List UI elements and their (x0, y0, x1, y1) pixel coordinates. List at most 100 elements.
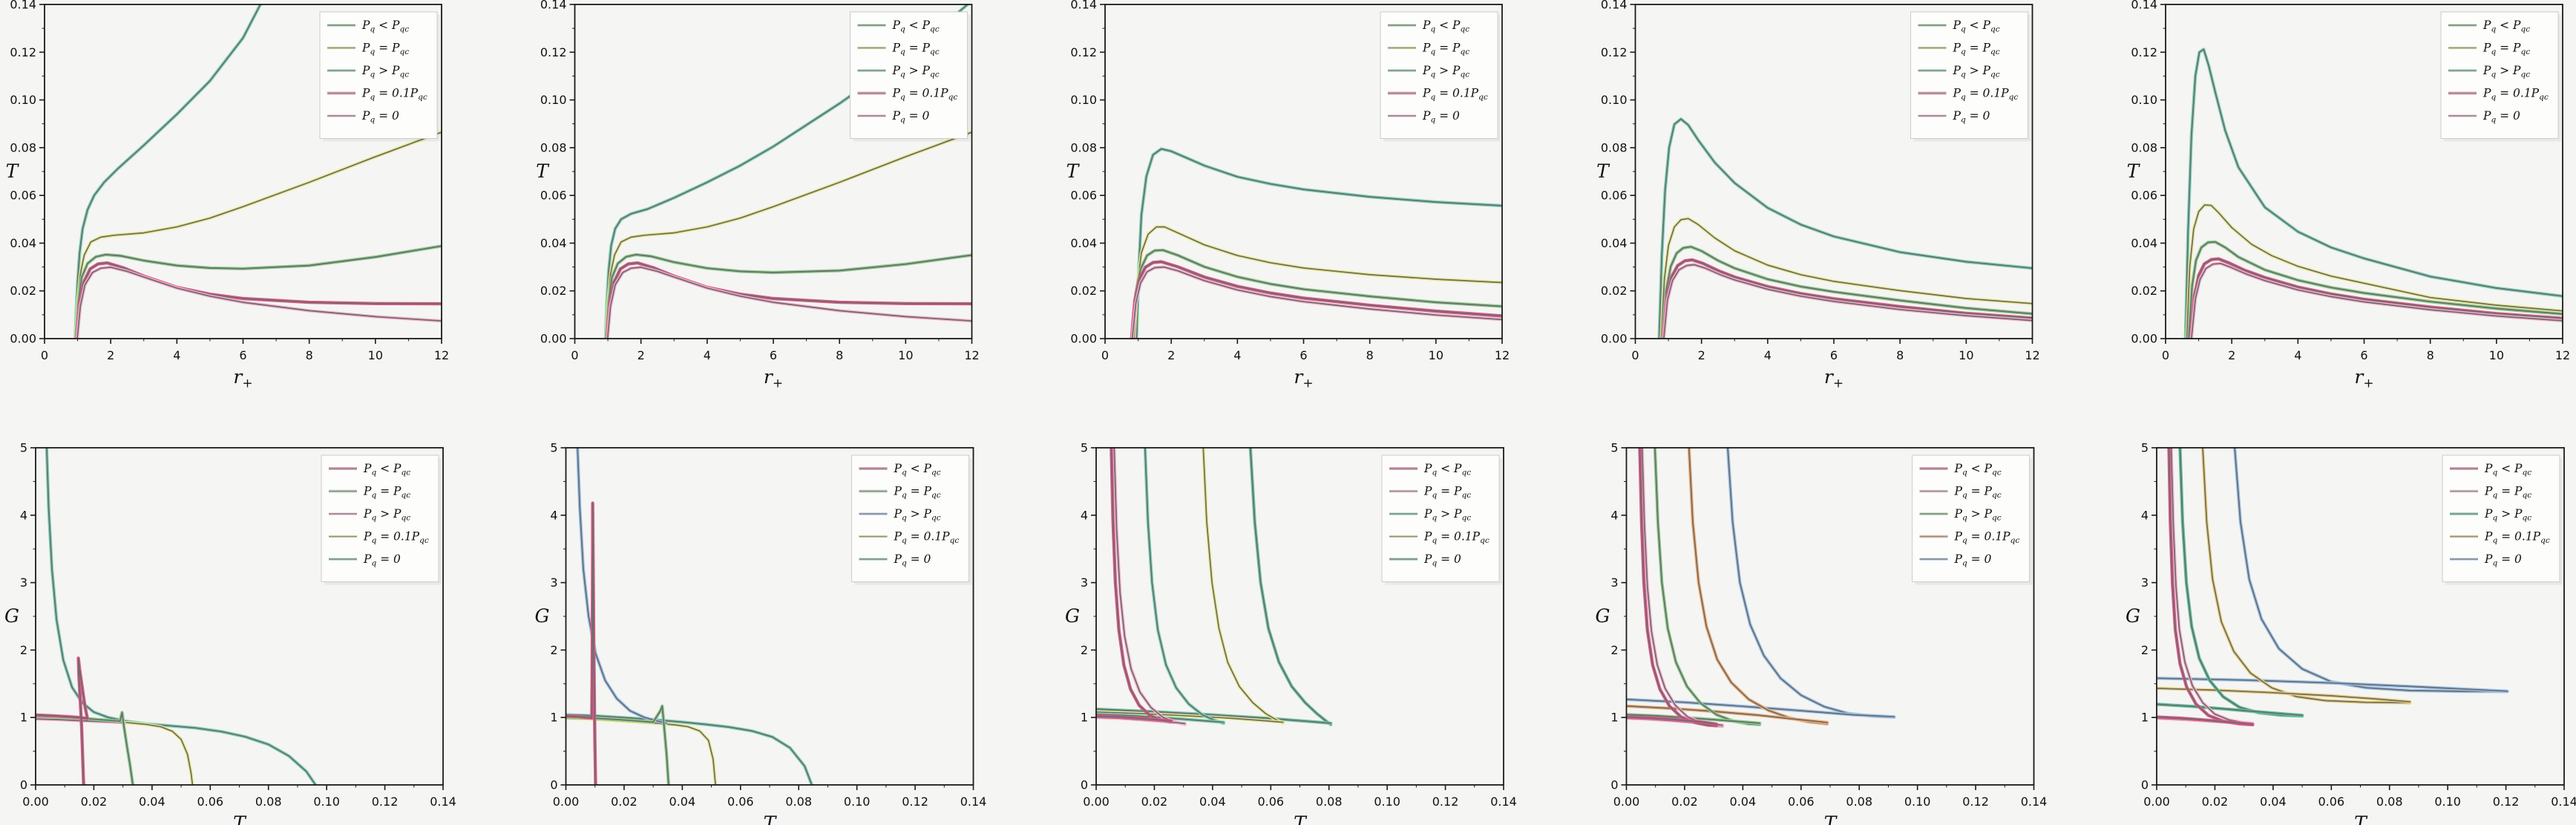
curve-core-P-q-P-qc (2184, 48, 2563, 339)
x-tick-label: 0.08 (2376, 795, 2403, 809)
legend-box (1381, 454, 1500, 582)
curve-core-P-q-P-qc (605, 4, 969, 339)
y-tick-label: 0.08 (1070, 140, 1097, 154)
y-tick-label: 0.06 (10, 189, 36, 203)
legend-entry-label: Pq = Pqc (361, 42, 409, 56)
legend-box (319, 11, 438, 139)
y-tick-label: 0.12 (1070, 45, 1097, 59)
legend-entry-label: Pq = Pqc (1953, 42, 2000, 56)
legend-entry-label: Pq < Pqc (2482, 19, 2530, 33)
x-tick-label: 12 (1495, 348, 1510, 362)
legend-entry-label: Pq < Pqc (894, 462, 941, 477)
x-tick-label: 0.12 (1962, 795, 1989, 809)
y-tick-label: 1 (1081, 711, 1088, 725)
x-tick-label: 0.06 (197, 795, 223, 809)
y-tick-label: 0.02 (2131, 284, 2157, 298)
y-tick-label: 0.10 (2131, 93, 2157, 107)
legend-entry-label: Pq = 0 (2482, 109, 2520, 124)
series-group (566, 448, 814, 785)
legend-entry-label: Pq = 0 (361, 109, 399, 124)
y-tick-label: 0.04 (2131, 236, 2157, 250)
legend: Pq < Pqc Pq = Pqc Pq > Pqc Pq = 0.1Pqc Pq = … (321, 454, 442, 585)
y-tick-label: 0.12 (10, 45, 36, 59)
y-axis-label: G (4, 605, 19, 627)
curve-core-P-q-P-qc (2188, 241, 2563, 339)
legend-entry-label: Pq < Pqc (892, 19, 940, 33)
y-tick-label: 3 (1610, 575, 1618, 590)
legend-entry-label: Pq = 0 (1422, 109, 1460, 124)
x-tick-label: 8 (1896, 348, 1904, 362)
legend-entry-label: Pq = Pqc (2484, 485, 2531, 500)
y-tick-label: 0 (2141, 778, 2149, 792)
x-tick-label: 4 (2294, 348, 2301, 362)
series-group (1626, 448, 1896, 728)
legend-entry-label: Pq > Pqc (894, 507, 941, 522)
curve-core-P-q-P-qc (75, 245, 442, 339)
y-tick-label: 4 (550, 508, 557, 522)
x-tick-label: 2 (1698, 348, 1705, 362)
x-tick-label: 0 (571, 348, 578, 362)
x-tick-label: 4 (704, 348, 711, 362)
y-axis-label: T (1066, 160, 1081, 182)
curve-core-P-q-P-qc (1132, 249, 1502, 339)
y-tick-label: 0.14 (540, 0, 567, 12)
y-tick-label: 0.02 (540, 284, 567, 298)
legend-entry-label: Pq = Pqc (363, 485, 410, 500)
series-group (1130, 147, 1502, 339)
curve-core-P-q-0-1P-qc (1662, 259, 2033, 339)
x-axis-label: r+ (1294, 366, 1313, 391)
y-tick-label: 0.08 (2131, 140, 2157, 154)
x-tick-label: 0.12 (1432, 795, 1459, 809)
legend-entry-label: Pq > Pqc (1423, 507, 1471, 522)
legend-entry-label: Pq > Pqc (363, 507, 410, 522)
curve-core-P-q-P-qc (1110, 448, 1173, 723)
legend: Pq < Pqc Pq = Pqc Pq > Pqc Pq = 0.1Pqc Pq = … (850, 11, 971, 142)
y-tick-label: 0.00 (1070, 332, 1097, 346)
x-tick-label: 0.12 (372, 795, 399, 809)
x-tick-label: 0.00 (1613, 795, 1640, 809)
curve-core-P-q-P-qc (2157, 703, 2303, 717)
x-tick-label: 10 (898, 348, 913, 362)
legend-entry-label: Pq = 0 (892, 109, 930, 124)
y-tick-label: 1 (20, 711, 27, 725)
x-tick-label: 0 (1631, 348, 1639, 362)
legend: Pq < Pqc Pq = Pqc Pq > Pqc Pq = 0.1Pqc Pq = … (319, 11, 440, 142)
legend-entry-label: Pq > Pqc (1953, 64, 2000, 79)
x-tick-label: 8 (1366, 348, 1374, 362)
x-tick-label: 12 (2025, 348, 2039, 362)
legend-entry-label: Pq > Pqc (2484, 507, 2531, 522)
x-tick-label: 0.10 (2434, 795, 2461, 809)
x-tick-label: 0.02 (2202, 795, 2229, 809)
y-tick-label: 0.12 (540, 45, 567, 59)
legend-entry-label: Pq < Pqc (363, 462, 410, 477)
x-axis-label: T (764, 812, 778, 825)
curve-core-P-q-0-1P-qc (1627, 705, 1828, 723)
x-tick-label: 4 (1233, 348, 1241, 362)
y-tick-label: 2 (550, 643, 557, 657)
x-tick-label: 0.04 (669, 795, 696, 809)
x-tick-label: 0.02 (611, 795, 638, 809)
y-tick-label: 2 (20, 643, 27, 657)
legend-entry-label: Pq = 0.1Pqc (1422, 87, 1488, 102)
legend-entry-label: Pq = 0 (1423, 552, 1461, 567)
legend-box (1912, 454, 2030, 582)
subplot-G-plot-4: 0.00 0.02 0.04 0.06 0.08 0.10 0.12 0.14 0 1 2 3 4 5 T G… (1596, 441, 2048, 825)
x-tick-label: 0.02 (81, 795, 108, 809)
curve-core-P-q-P-qc (566, 502, 597, 785)
subplot-T-plot-2: 0 2 4 6 8 10 12 0.00 0.02 0.04 0.06 0.08 0.10 0.12 0.1… (536, 0, 980, 391)
x-tick-label: 0.06 (1788, 795, 1815, 809)
legend-entry-label: Pq = 0.1Pqc (894, 530, 960, 545)
legend: Pq < Pqc Pq = Pqc Pq > Pqc Pq = 0.1Pqc Pq = … (2440, 11, 2561, 142)
x-tick-label: 2 (2228, 348, 2235, 362)
legend: Pq < Pqc Pq = Pqc Pq > Pqc Pq = 0.1Pqc Pq = … (1381, 454, 1502, 585)
y-tick-label: 3 (20, 575, 27, 590)
curve-core-P-q-P-qc (605, 131, 972, 339)
x-tick-label: 6 (1830, 348, 1838, 362)
curve-core-P-q-0-1P-qc (2202, 448, 2411, 704)
y-tick-label: 0.12 (2131, 45, 2157, 59)
x-tick-label: 0.00 (22, 795, 49, 809)
y-tick-label: 0 (550, 778, 557, 792)
x-axis-label: T (1294, 812, 1308, 825)
y-axis-label: T (2127, 160, 2141, 182)
